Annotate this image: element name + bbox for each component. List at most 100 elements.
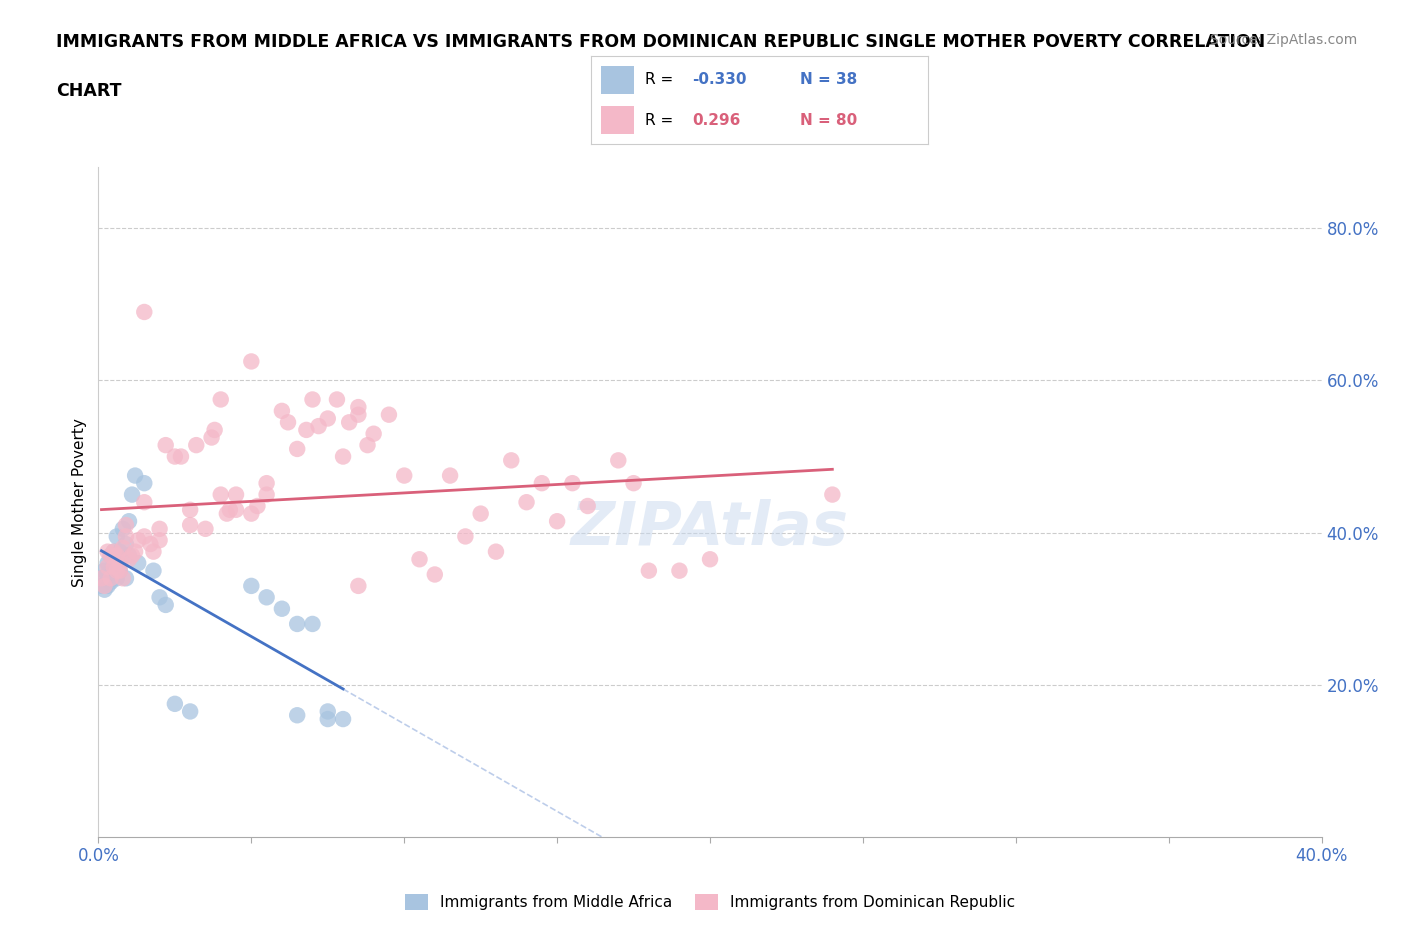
- Point: [103, 544, 125, 559]
- Text: Source: ZipAtlas.com: Source: ZipAtlas.com: [1209, 33, 1357, 46]
- Point: [356, 438, 378, 453]
- Point: [363, 426, 385, 441]
- Point: [637, 564, 661, 578]
- Point: [163, 697, 186, 711]
- Point: [115, 518, 138, 533]
- Point: [285, 617, 308, 631]
- Point: [103, 560, 125, 575]
- Point: [108, 544, 131, 559]
- Point: [100, 571, 122, 586]
- Point: [200, 430, 222, 445]
- Point: [93, 582, 115, 597]
- Point: [118, 513, 141, 528]
- Bar: [600, 106, 634, 135]
- Point: [149, 590, 172, 604]
- Point: [270, 602, 292, 617]
- Point: [111, 522, 134, 537]
- Point: [124, 468, 146, 483]
- Point: [240, 354, 263, 369]
- Point: [316, 704, 339, 719]
- Point: [121, 487, 143, 502]
- Text: ZIPAtlas: ZIPAtlas: [571, 499, 849, 559]
- Point: [108, 564, 131, 578]
- Point: [378, 407, 401, 422]
- Point: [179, 518, 201, 533]
- Point: [90, 571, 112, 586]
- Point: [316, 711, 339, 726]
- Point: [93, 564, 115, 578]
- Point: [97, 560, 120, 575]
- Point: [439, 468, 461, 483]
- Point: [607, 453, 630, 468]
- Point: [209, 487, 232, 502]
- Text: N = 38: N = 38: [800, 73, 858, 87]
- Legend: Immigrants from Middle Africa, Immigrants from Dominican Republic: Immigrants from Middle Africa, Immigrant…: [399, 888, 1021, 916]
- Point: [301, 617, 323, 631]
- Text: R =: R =: [644, 73, 678, 87]
- Point: [134, 529, 156, 544]
- Point: [332, 711, 354, 726]
- Point: [111, 571, 134, 586]
- Point: [821, 487, 844, 502]
- Point: [97, 578, 120, 593]
- Point: [576, 498, 599, 513]
- Point: [285, 708, 308, 723]
- Point: [423, 567, 446, 582]
- Text: -0.330: -0.330: [692, 73, 747, 87]
- Text: R =: R =: [644, 113, 678, 127]
- Point: [155, 438, 177, 453]
- Point: [270, 404, 292, 418]
- Bar: [600, 65, 634, 94]
- Point: [546, 513, 568, 528]
- Point: [134, 304, 156, 319]
- Point: [124, 544, 146, 559]
- Point: [179, 502, 201, 517]
- Point: [392, 468, 416, 483]
- Point: [90, 571, 112, 586]
- Point: [256, 476, 278, 491]
- Point: [470, 506, 492, 521]
- Point: [225, 487, 247, 502]
- Point: [97, 544, 120, 559]
- Point: [204, 422, 226, 437]
- Point: [105, 548, 128, 563]
- Point: [316, 411, 339, 426]
- Point: [485, 544, 508, 559]
- Point: [215, 506, 238, 521]
- Point: [408, 551, 430, 566]
- Text: IMMIGRANTS FROM MIDDLE AFRICA VS IMMIGRANTS FROM DOMINICAN REPUBLIC SINGLE MOTHE: IMMIGRANTS FROM MIDDLE AFRICA VS IMMIGRA…: [56, 33, 1265, 50]
- Point: [668, 564, 690, 578]
- Point: [100, 548, 122, 563]
- Y-axis label: Single Mother Poverty: Single Mother Poverty: [72, 418, 87, 587]
- Point: [194, 522, 217, 537]
- Point: [142, 564, 165, 578]
- Point: [149, 533, 172, 548]
- Point: [501, 453, 523, 468]
- Point: [118, 548, 141, 563]
- Point: [93, 578, 115, 593]
- Point: [115, 537, 138, 551]
- Point: [516, 495, 538, 510]
- Point: [347, 400, 370, 415]
- Point: [149, 522, 172, 537]
- Point: [170, 449, 193, 464]
- Point: [142, 544, 165, 559]
- Point: [347, 578, 370, 593]
- Point: [115, 529, 138, 544]
- Point: [155, 597, 177, 612]
- Point: [139, 537, 162, 551]
- Point: [326, 392, 349, 407]
- Point: [699, 551, 721, 566]
- Point: [225, 502, 247, 517]
- Point: [347, 407, 370, 422]
- Point: [163, 449, 186, 464]
- Point: [103, 544, 125, 559]
- Point: [209, 392, 232, 407]
- Text: CHART: CHART: [56, 82, 122, 100]
- Point: [134, 476, 156, 491]
- Point: [105, 564, 128, 578]
- Point: [454, 529, 477, 544]
- Point: [97, 555, 120, 570]
- Point: [277, 415, 299, 430]
- Point: [246, 498, 269, 513]
